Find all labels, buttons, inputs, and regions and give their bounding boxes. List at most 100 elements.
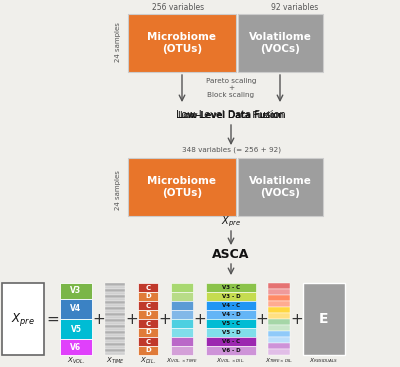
Text: Volatilome
(VOCs): Volatilome (VOCs) — [248, 32, 312, 54]
Text: D: D — [145, 348, 151, 353]
Bar — [171, 310, 193, 319]
Bar — [206, 301, 256, 310]
Text: $X_{TIME}$: $X_{TIME}$ — [106, 356, 124, 366]
Bar — [268, 349, 290, 355]
Text: V6 - D: V6 - D — [222, 348, 240, 353]
Text: $X_{VOL.\times DIL.}$: $X_{VOL.\times DIL.}$ — [216, 357, 246, 366]
Text: $X_{VOL.\times TIME}$: $X_{VOL.\times TIME}$ — [166, 357, 198, 366]
Text: 92 variables: 92 variables — [271, 4, 319, 12]
Bar — [138, 283, 158, 292]
Bar — [206, 283, 256, 292]
Text: $X_{DIL.}$: $X_{DIL.}$ — [140, 356, 156, 366]
Text: V5: V5 — [70, 324, 82, 334]
Text: Microbiome
(OTUs): Microbiome (OTUs) — [148, 32, 216, 54]
Bar — [206, 292, 256, 301]
Bar — [268, 301, 290, 307]
Text: Low-Level Data Fusion: Low-Level Data Fusion — [176, 110, 286, 120]
Bar — [105, 298, 125, 301]
Text: Microbiome
(OTUs): Microbiome (OTUs) — [148, 176, 216, 198]
Text: D: D — [145, 312, 151, 317]
Bar — [60, 299, 92, 319]
Text: C: C — [146, 284, 150, 291]
Text: $X_{pre}$: $X_{pre}$ — [221, 215, 241, 229]
Bar — [206, 328, 256, 337]
Bar — [206, 319, 256, 328]
Bar — [128, 158, 236, 216]
Bar — [105, 295, 125, 298]
Bar — [105, 340, 125, 343]
Text: +: + — [93, 312, 105, 327]
Text: ASCA: ASCA — [212, 248, 250, 262]
Bar — [138, 319, 158, 328]
Text: $X_{TIME\times DIL.}$: $X_{TIME\times DIL.}$ — [265, 357, 293, 366]
Bar — [206, 310, 256, 319]
Bar — [268, 307, 290, 313]
Bar — [105, 286, 125, 289]
Bar — [171, 337, 193, 346]
Bar — [105, 325, 125, 328]
Text: Volatilome
(VOCs): Volatilome (VOCs) — [248, 176, 312, 198]
Text: V4 - C: V4 - C — [222, 303, 240, 308]
Text: $X_{pre}$: $X_{pre}$ — [11, 310, 35, 327]
Bar — [268, 325, 290, 331]
Bar — [171, 319, 193, 328]
Bar — [171, 346, 193, 355]
Bar — [105, 346, 125, 349]
Bar — [268, 289, 290, 295]
Bar — [238, 158, 323, 216]
Text: 256 variables: 256 variables — [152, 4, 204, 12]
Bar — [105, 322, 125, 325]
Bar — [268, 337, 290, 343]
Text: V5 - C: V5 - C — [222, 321, 240, 326]
Bar — [105, 352, 125, 355]
Bar — [138, 346, 158, 355]
Bar — [303, 283, 345, 355]
Text: E: E — [319, 312, 329, 326]
Bar — [206, 337, 256, 346]
Bar — [60, 319, 92, 339]
Text: +: + — [159, 312, 171, 327]
Text: C: C — [146, 338, 150, 345]
Bar — [105, 304, 125, 307]
Text: V6: V6 — [70, 342, 82, 352]
Bar — [105, 316, 125, 319]
Text: V4: V4 — [70, 304, 82, 313]
Bar — [138, 292, 158, 301]
Text: V4 - D: V4 - D — [222, 312, 240, 317]
Text: +: + — [126, 312, 138, 327]
Bar — [268, 319, 290, 325]
Bar — [105, 301, 125, 304]
Text: Pareto scaling
+
Block scaling: Pareto scaling + Block scaling — [206, 78, 256, 98]
Text: =: = — [47, 312, 59, 327]
Text: 348 variables (= 256 + 92): 348 variables (= 256 + 92) — [182, 147, 280, 153]
Text: $X_{VOL.}$: $X_{VOL.}$ — [67, 356, 85, 366]
Bar — [128, 14, 236, 72]
Text: C: C — [146, 320, 150, 327]
Bar — [105, 334, 125, 337]
Bar — [105, 343, 125, 346]
Bar — [138, 310, 158, 319]
Bar — [268, 295, 290, 301]
Bar — [105, 331, 125, 334]
Text: $X_{RESIDUALS}$: $X_{RESIDUALS}$ — [309, 357, 339, 366]
Bar — [268, 283, 290, 289]
Text: Low-Level Data Fusion: Low-Level Data Fusion — [178, 110, 284, 120]
Text: V3 - C: V3 - C — [222, 285, 240, 290]
Bar — [105, 310, 125, 313]
Bar — [138, 328, 158, 337]
Bar — [105, 337, 125, 340]
Bar — [171, 301, 193, 310]
Text: V3: V3 — [70, 286, 82, 295]
Text: 24 samples: 24 samples — [115, 22, 121, 62]
Bar — [105, 313, 125, 316]
Text: V6 - C: V6 - C — [222, 339, 240, 344]
Text: D: D — [145, 330, 151, 335]
Bar — [138, 337, 158, 346]
Bar — [105, 289, 125, 292]
Bar — [206, 346, 256, 355]
Bar — [60, 339, 92, 355]
Bar — [238, 14, 323, 72]
Bar — [105, 292, 125, 295]
Text: V3 - D: V3 - D — [222, 294, 240, 299]
Text: Low-Level Data Fusion: Low-Level Data Fusion — [180, 110, 282, 120]
